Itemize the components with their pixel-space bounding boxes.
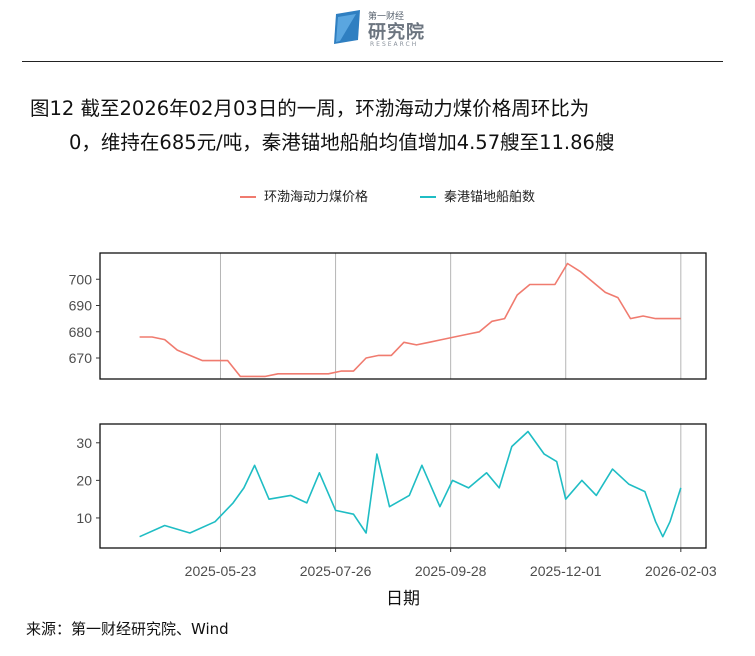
xtick-label-1: 2025-07-26	[300, 563, 372, 579]
panel-frame-ships	[99, 423, 707, 549]
xtick-label-0: 2025-05-23	[185, 563, 257, 579]
source-note: 来源：第一财经研究院、Wind	[26, 620, 229, 638]
ytick-label-ships-0: 10	[76, 510, 92, 526]
figure-title: 图12 截至2026年02月03日的一周，环渤海动力煤价格周环比为 0，维持在6…	[30, 92, 730, 160]
figure-title-line2: 0，维持在685元/吨，秦港锚地船舶均值增加4.57艘至11.86艘	[69, 131, 615, 154]
xtick-label-2: 2025-09-28	[415, 563, 487, 579]
ytick-label-price-3: 700	[69, 271, 93, 287]
xtick-label-3: 2025-12-01	[530, 563, 602, 579]
ytick-label-ships-2: 30	[76, 435, 92, 451]
logo-sub-text: RESEARCH	[370, 41, 419, 48]
legend-item-anchorage-ships: 秦港锚地船舶数	[420, 186, 535, 205]
legend-label-coal-price: 环渤海动力煤价格	[264, 190, 369, 205]
ytick-label-price-0: 670	[69, 350, 93, 366]
ytick-label-price-1: 680	[69, 324, 93, 340]
figure-title-line1: 图12 截至2026年02月03日的一周，环渤海动力煤价格周环比为	[30, 97, 590, 120]
legend-swatch-coal-price	[240, 195, 256, 198]
series-line-ships-0	[139, 430, 682, 538]
legend-swatch-anchorage-ships	[420, 195, 436, 198]
x-axis-title: 日期	[386, 589, 420, 609]
legend-label-anchorage-ships: 秦港锚地船舶数	[444, 190, 536, 205]
legend-item-coal-price: 环渤海动力煤价格	[240, 186, 368, 205]
header-divider	[22, 61, 723, 62]
logo-mark-icon	[334, 10, 360, 44]
logo: 第一财经 研究院 RESEARCH	[330, 6, 430, 50]
logo-small-text: 第一财经	[368, 12, 405, 22]
ytick-label-ships-1: 20	[76, 472, 92, 488]
series-line-price-0	[139, 262, 681, 378]
logo-main-text: 研究院	[368, 22, 425, 43]
xtick-label-4: 2026-02-03	[645, 563, 717, 579]
ytick-label-price-2: 690	[69, 298, 93, 314]
panel-frame-price	[99, 252, 707, 380]
